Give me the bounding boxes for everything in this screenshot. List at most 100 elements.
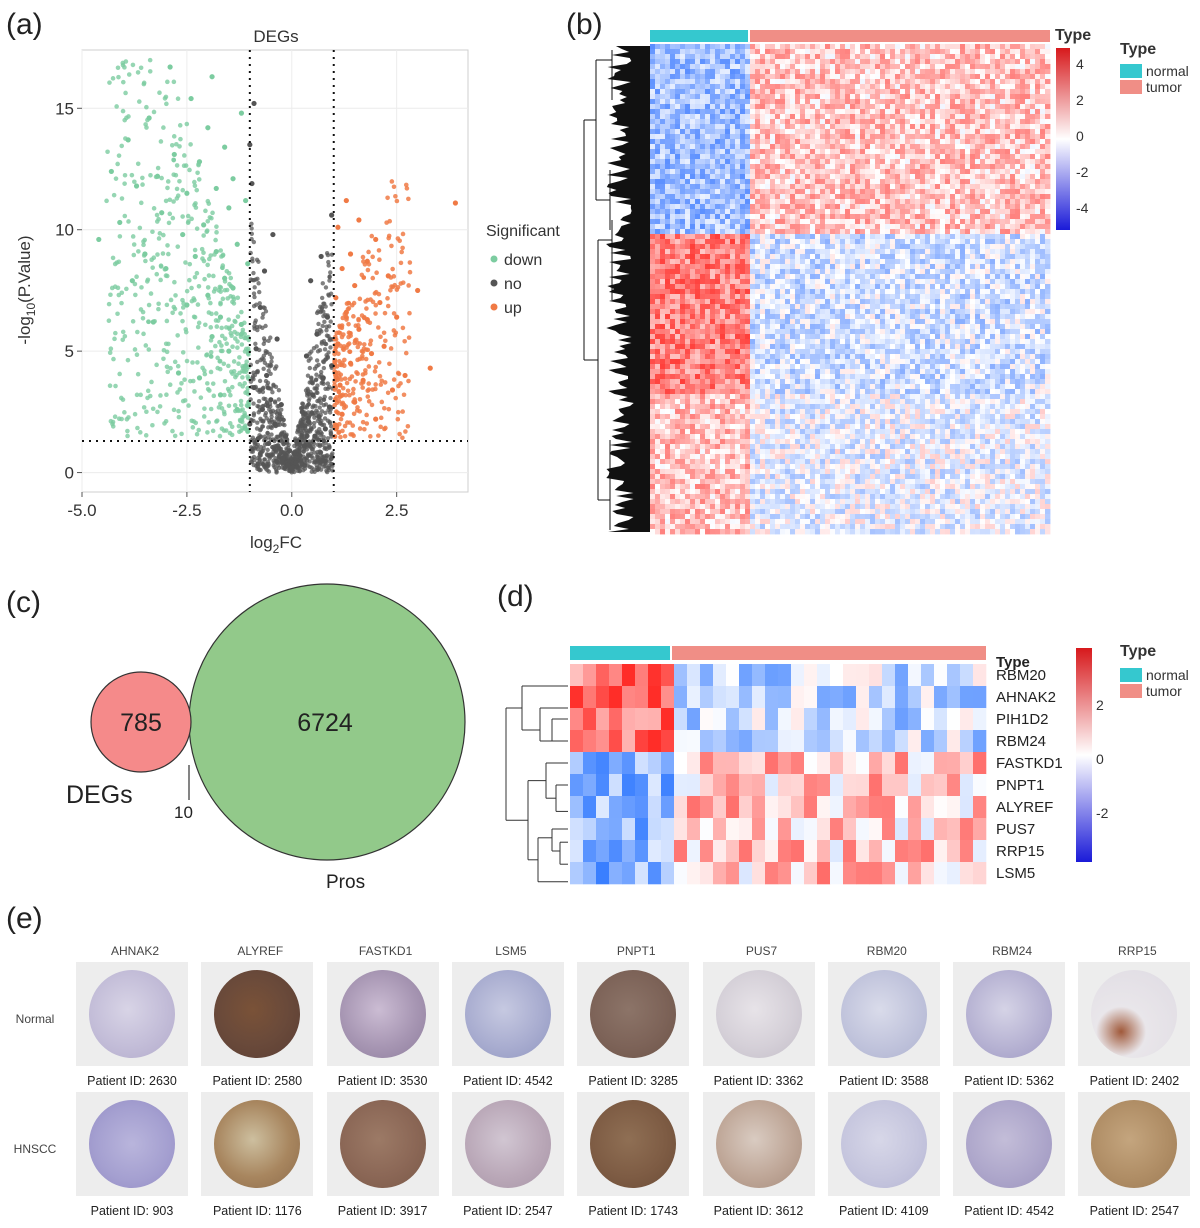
- heatmap-cell: [705, 374, 711, 380]
- heatmap-cell: [800, 484, 806, 490]
- heatmap-cell: [800, 324, 806, 330]
- point-up: [427, 365, 433, 371]
- point-no: [321, 438, 327, 444]
- heatmap-cell: [745, 339, 751, 345]
- heatmap-cell: [650, 89, 656, 95]
- heatmap-cell: [790, 339, 796, 345]
- heatmap-cell: [700, 164, 706, 170]
- heatmap-cell: [730, 164, 736, 170]
- heatmap-cell: [790, 394, 796, 400]
- heatmap-cell: [720, 164, 726, 170]
- heatmap-cell: [770, 149, 776, 155]
- heatmap-cell: [755, 404, 761, 410]
- point-no: [324, 453, 329, 459]
- heatmap-cell: [710, 184, 716, 190]
- heatmap-cell: [780, 459, 786, 465]
- point-down: [141, 405, 147, 410]
- heatmap-cell: [685, 459, 691, 465]
- heatmap-cell: [695, 464, 701, 470]
- heatmap-cell: [660, 319, 666, 325]
- heatmap-cell: [680, 529, 686, 535]
- heatmap-cell: [650, 54, 656, 60]
- heatmap-cell: [695, 509, 701, 515]
- heatmap-cell: [775, 184, 781, 190]
- point-up: [398, 381, 403, 386]
- heatmap-cell: [720, 409, 726, 415]
- heatmap-cell: [680, 329, 686, 335]
- heatmap-cell: [800, 44, 806, 50]
- heatmap-cell: [705, 194, 711, 200]
- heatmap-cell: [670, 264, 676, 270]
- heatmap-cell: [695, 149, 701, 155]
- heatmap-cell: [650, 379, 656, 385]
- heatmap-cell: [805, 179, 811, 185]
- heatmap-cell: [720, 519, 726, 525]
- point-down: [243, 363, 249, 369]
- heatmap-cell: [800, 449, 806, 455]
- heatmap-cell: [670, 199, 676, 205]
- point-no: [308, 356, 313, 361]
- heatmap-cell: [725, 329, 731, 335]
- heatmap-cell: [775, 84, 781, 90]
- heatmap-cell: [765, 359, 771, 365]
- heatmap-cell: [650, 469, 656, 475]
- heatmap-cell: [760, 334, 766, 340]
- point-up: [366, 249, 371, 255]
- heatmap-cell: [725, 249, 731, 255]
- heatmap-cell: [750, 319, 756, 325]
- heatmap-cell: [690, 229, 696, 235]
- point-down: [229, 384, 235, 390]
- heatmap-cell: [750, 464, 756, 470]
- y-tick-label: 15: [55, 99, 74, 118]
- point-down: [235, 314, 241, 319]
- heatmap-cell: [755, 189, 761, 195]
- heatmap-cell: [780, 114, 786, 120]
- heatmap-cell: [690, 439, 696, 445]
- heatmap-cell: [730, 169, 736, 175]
- heatmap-cell: [710, 289, 716, 295]
- heatmap-cell: [675, 134, 681, 140]
- heatmap-cell: [725, 209, 731, 215]
- point-down: [163, 265, 169, 272]
- heatmap-cell: [730, 74, 736, 80]
- heatmap-cell: [720, 294, 726, 300]
- heatmap-cell: [790, 149, 796, 155]
- heatmap-cell: [670, 214, 676, 220]
- heatmap-cell: [765, 324, 771, 330]
- heatmap-cell: [740, 414, 746, 420]
- point-no: [251, 270, 256, 276]
- heatmap-cell: [680, 319, 686, 325]
- heatmap-cell: [785, 244, 791, 250]
- heatmap-cell: [665, 259, 671, 265]
- heatmap-cell: [710, 459, 716, 465]
- point-down: [139, 285, 144, 290]
- heatmap-cell: [720, 479, 726, 485]
- heatmap-cell: [715, 414, 721, 420]
- heatmap-cell: [710, 494, 716, 500]
- heatmap-cell: [765, 169, 771, 175]
- heatmap-cell: [765, 229, 771, 235]
- heatmap-cell: [760, 499, 766, 505]
- heatmap-cell: [690, 529, 696, 535]
- heatmap-cell: [730, 274, 736, 280]
- heatmap-cell: [790, 509, 796, 515]
- heatmap-cell: [785, 469, 791, 475]
- heatmap-cell: [795, 399, 801, 405]
- heatmap-cell: [735, 489, 741, 495]
- heatmap-cell: [735, 344, 741, 350]
- point-no: [276, 445, 282, 451]
- point-no: [300, 417, 305, 422]
- point-down: [140, 309, 146, 315]
- heatmap-cell: [775, 449, 781, 455]
- heatmap-cell: [690, 279, 696, 285]
- heatmap-cell: [720, 149, 726, 155]
- heatmap-cell: [765, 179, 771, 185]
- heatmap-cell: [670, 459, 676, 465]
- heatmap-cell: [720, 64, 726, 70]
- heatmap-cell: [720, 134, 726, 140]
- point-down: [206, 256, 212, 262]
- heatmap-cell: [795, 44, 801, 50]
- point-up: [346, 321, 351, 327]
- heatmap-cell: [685, 129, 691, 135]
- heatmap-cell: [735, 449, 741, 455]
